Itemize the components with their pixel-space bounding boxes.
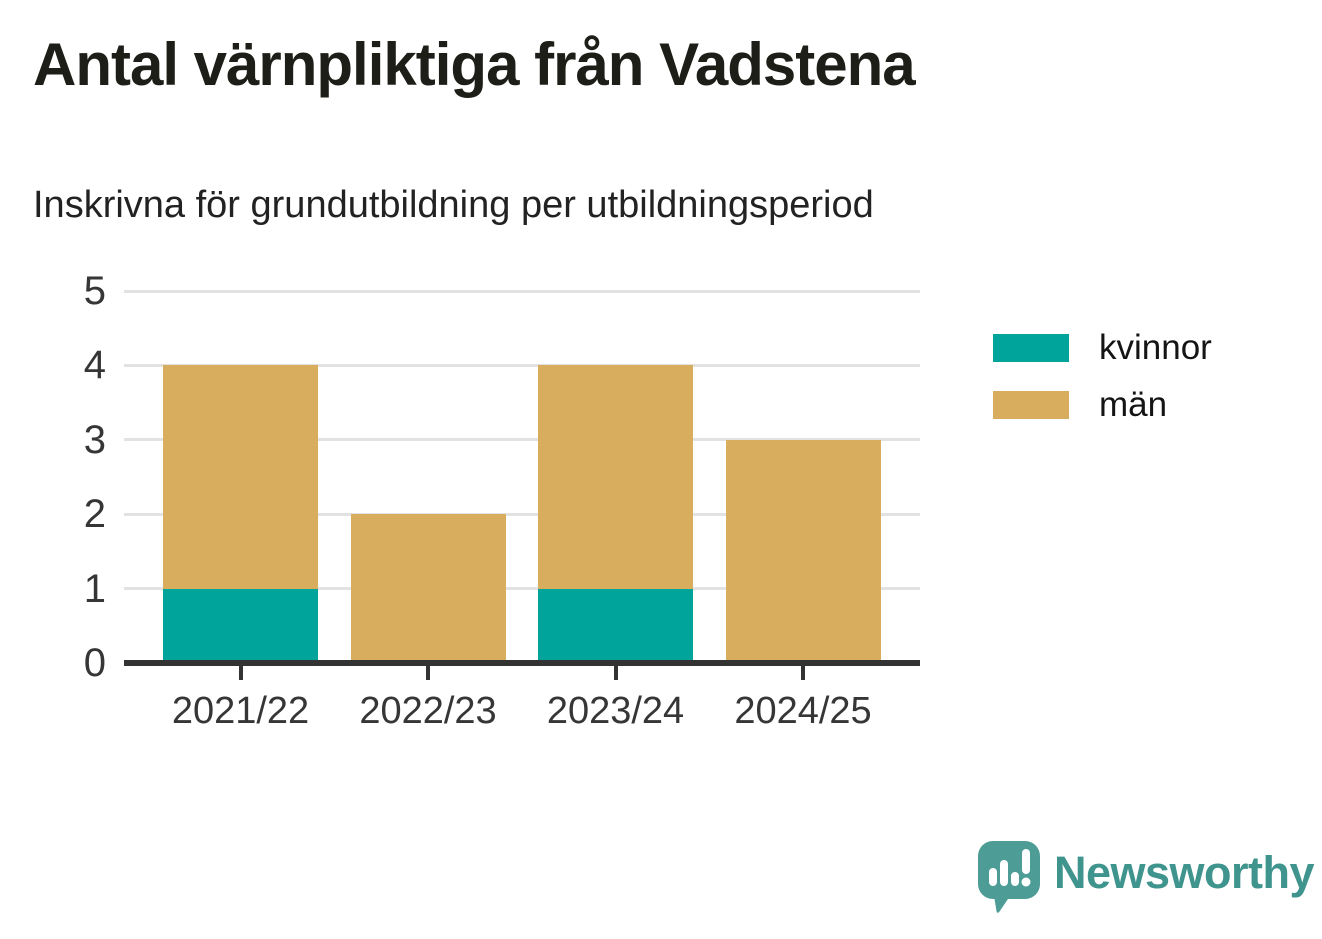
bar-2021/22-kvinnor: [163, 588, 318, 663]
bar-2023/24-kvinnor: [538, 588, 693, 663]
gridline-y-5: [124, 289, 920, 293]
legend-swatch-män: [993, 390, 1069, 419]
newsworthy-logo: Newsworthy: [978, 841, 1315, 915]
bar-2022/23-män: [350, 514, 506, 663]
gridline-y-3: [124, 438, 920, 442]
gridline-y-1: [124, 587, 920, 591]
y-axis-tick-label: 2: [83, 492, 106, 537]
x-axis-label-2024/25: 2024/25: [734, 690, 872, 732]
legend: kvinnor män: [993, 328, 1212, 445]
legend-label-kvinnor: kvinnor: [1099, 327, 1212, 367]
newsworthy-logo-text: Newsworthy: [1054, 847, 1315, 898]
legend-item-män: män: [993, 385, 1212, 424]
x-axis-label-2022/23: 2022/23: [359, 690, 497, 732]
chart-title: Antal värnpliktiga från Vadstena: [33, 31, 916, 98]
legend-swatch-kvinnor: [993, 333, 1069, 362]
y-axis-tick-label: 1: [83, 566, 106, 611]
chart-subtitle: Inskrivna för grundutbildning per utbild…: [33, 184, 874, 226]
x-axis-tick: [613, 666, 618, 680]
bar-2023/24-män: [538, 365, 693, 589]
x-axis-label-2023/24: 2023/24: [546, 690, 685, 732]
x-axis-tick: [426, 666, 430, 680]
x-axis-label-2021/22: 2021/22: [171, 690, 310, 732]
y-axis-tick-label: 5: [83, 269, 106, 313]
bar-2021/22-män: [163, 365, 318, 589]
y-axis-tick-label: 4: [83, 343, 106, 388]
x-axis-line: [124, 660, 920, 666]
newsworthy-speech-bubble-bar-chart-icon: [978, 841, 1040, 913]
x-axis-tick: [801, 666, 805, 680]
y-axis-tick-label: 3: [83, 417, 106, 462]
bar-2024/25-män: [725, 439, 881, 663]
legend-label-män: män: [1099, 384, 1168, 424]
x-axis-tick: [238, 666, 243, 680]
gridline-y-4: [124, 363, 920, 367]
legend-item-kvinnor: kvinnor: [993, 328, 1212, 367]
gridline-y-2: [124, 512, 920, 516]
y-axis-tick-label: 0: [83, 641, 106, 685]
